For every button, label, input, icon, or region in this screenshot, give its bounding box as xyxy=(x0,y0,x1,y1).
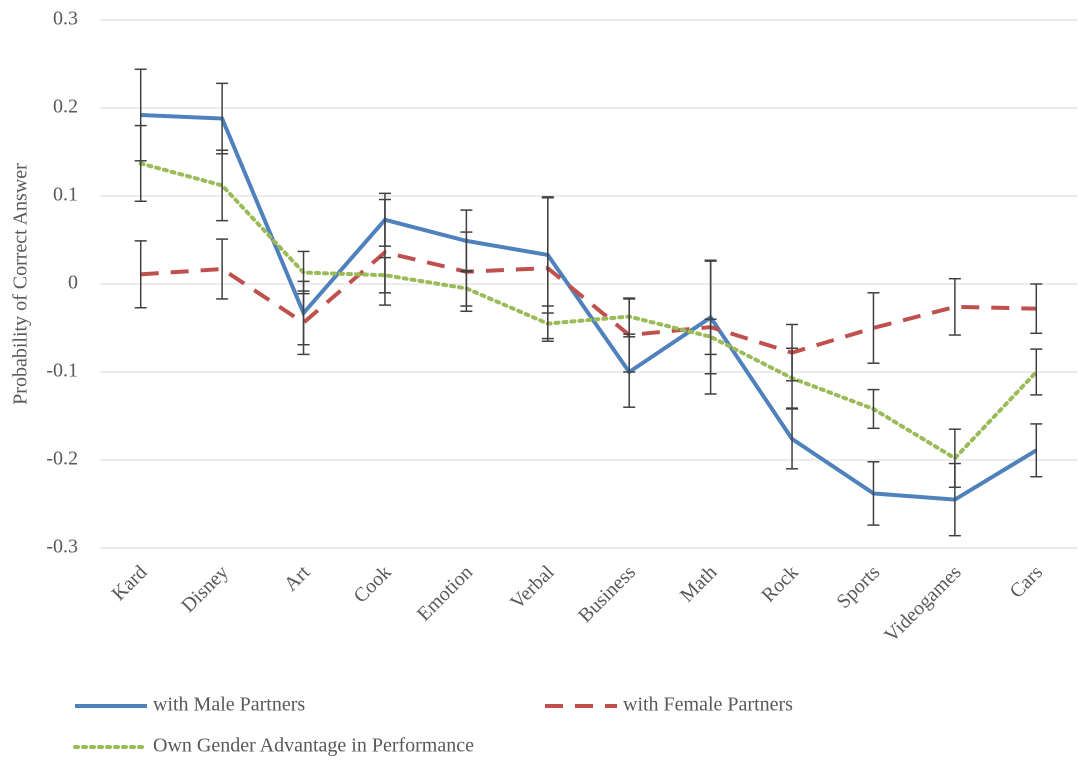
x-tick-label: Rock xyxy=(757,561,802,606)
y-tick-label: -0.1 xyxy=(46,360,78,382)
x-tick-label: Cook xyxy=(350,561,396,607)
error-bar xyxy=(216,149,229,222)
x-tick-label: Math xyxy=(676,561,721,606)
error-bar xyxy=(216,238,229,300)
y-tick-label: 0.1 xyxy=(53,184,78,206)
series-line xyxy=(138,161,1039,461)
x-tick-label: Sports xyxy=(833,561,885,613)
error-bar xyxy=(1030,423,1043,478)
y-tick-label: 0 xyxy=(68,272,78,294)
error-bar xyxy=(541,305,554,342)
y-tick-label: -0.2 xyxy=(46,448,78,470)
error-bar xyxy=(134,124,147,203)
x-tick-label: Verbal xyxy=(506,561,559,614)
legend-label: with Female Partners xyxy=(623,694,793,716)
error-bar xyxy=(704,318,717,356)
x-tick-label: Emotion xyxy=(413,561,477,625)
legend-label: Own Gender Advantage in Performance xyxy=(153,735,474,757)
y-axis-label: Probability of Correct Answer xyxy=(10,163,32,405)
series-line xyxy=(140,250,1037,355)
error-bar xyxy=(1030,283,1043,335)
error-bar xyxy=(460,270,473,307)
error-bar xyxy=(867,388,880,430)
error-bar xyxy=(1030,348,1043,396)
error-bar xyxy=(867,461,880,526)
error-bar xyxy=(378,256,391,294)
y-tick-label: 0.3 xyxy=(53,8,78,30)
x-tick-label: Cars xyxy=(1006,561,1048,603)
error-bar xyxy=(867,292,880,364)
error-bar xyxy=(786,408,799,470)
error-bar xyxy=(623,298,636,335)
x-tick-label: Kard xyxy=(108,561,152,605)
y-tick-label: -0.3 xyxy=(46,536,78,558)
legend-label: with Male Partners xyxy=(153,694,305,716)
error-bar xyxy=(297,250,310,295)
error-bar xyxy=(948,277,961,336)
error-bar xyxy=(948,428,961,489)
error-bar xyxy=(786,347,799,409)
x-tick-label: Disney xyxy=(177,561,233,617)
x-tick-label: Business xyxy=(574,561,640,627)
x-tick-label: Videogames xyxy=(880,561,966,647)
series-line xyxy=(140,113,1038,502)
error-bar xyxy=(134,240,147,309)
y-tick-label: 0.2 xyxy=(53,96,78,118)
x-tick-label: Art xyxy=(280,561,315,596)
